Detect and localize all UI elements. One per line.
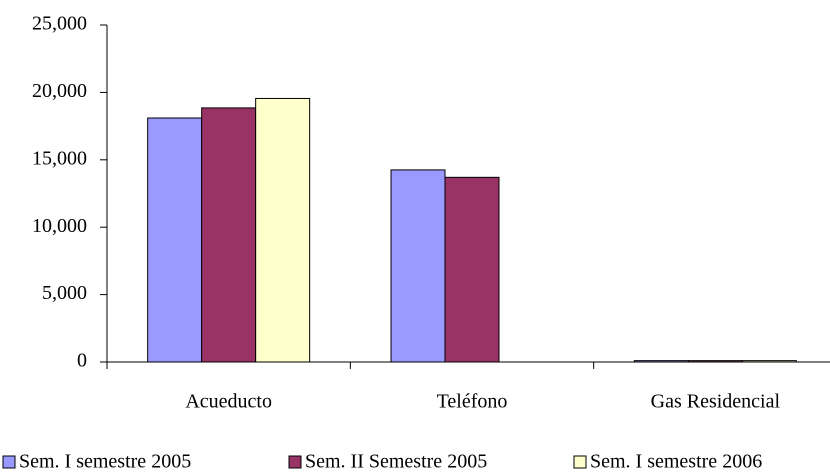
y-tick-label: 0: [77, 350, 87, 372]
bar: [201, 107, 257, 363]
bar: [687, 360, 743, 363]
x-tick-label: Gas Residencial: [651, 391, 781, 413]
legend-label: Sem. I semestre 2005: [19, 451, 191, 472]
y-tick-label: 10,000: [32, 215, 87, 237]
y-tick-label: 25,000: [32, 13, 87, 35]
x-tick-label: Teléfono: [437, 391, 508, 413]
y-tick-label: 5,000: [42, 282, 87, 304]
x-tick-label: Acueducto: [185, 391, 272, 413]
bar: [255, 97, 311, 363]
y-tick-label: 15,000: [32, 147, 87, 169]
legend-swatch: [2, 455, 16, 469]
bar: [741, 360, 797, 363]
y-tick-label: 20,000: [32, 80, 87, 102]
bar: [444, 176, 500, 363]
legend-swatch: [573, 455, 587, 469]
bar: [147, 117, 203, 363]
legend-swatch: [288, 455, 302, 469]
bar: [633, 360, 689, 363]
bar: [390, 169, 446, 363]
legend-label: Sem. II Semestre 2005: [305, 451, 487, 472]
legend-label: Sem. I semestre 2006: [590, 451, 762, 472]
